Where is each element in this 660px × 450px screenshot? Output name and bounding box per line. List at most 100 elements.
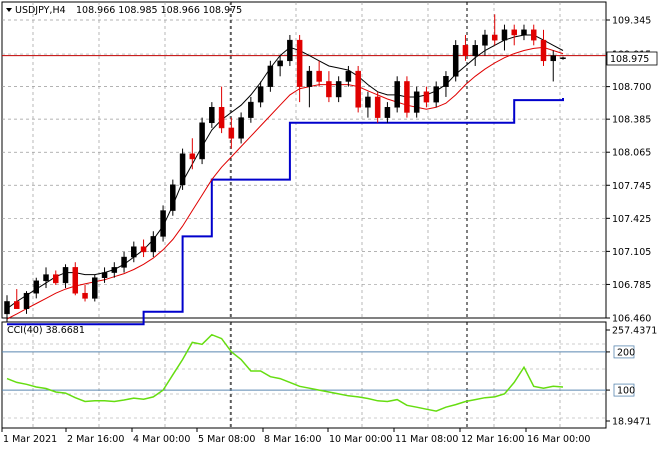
- candle: [189, 138, 196, 170]
- candle: [238, 112, 244, 144]
- cci-panel-frame: [1, 321, 607, 429]
- candle: [257, 81, 264, 108]
- candle: [491, 14, 498, 46]
- time-tick-label: 5 Mar 08:00: [198, 434, 255, 445]
- time-tick-label: 16 Mar 00:00: [527, 434, 590, 445]
- last-price-label: 108.975: [610, 54, 649, 65]
- time-tick-label: 1 Mar 2021: [3, 434, 57, 445]
- price-tick-label: 108.065: [612, 148, 651, 159]
- candle: [277, 55, 283, 77]
- time-tick-label: 4 Mar 00:00: [133, 434, 190, 445]
- candle: [140, 239, 147, 258]
- candle: [14, 289, 20, 309]
- candle: [316, 60, 322, 87]
- session-separators: [2, 2, 606, 428]
- candle: [511, 24, 517, 46]
- cci-line: [6, 333, 564, 412]
- candle: [228, 117, 235, 149]
- cci-tick-label: 257.4371: [612, 326, 657, 337]
- cci-tick-label: 18.9471: [612, 417, 651, 428]
- candle: [335, 76, 342, 103]
- candle: [287, 34, 293, 66]
- last-price-tag: 108.975: [606, 51, 658, 66]
- time-tick-label: 8 Mar 16:00: [264, 434, 321, 445]
- candle: [423, 86, 430, 108]
- candle: [209, 102, 215, 128]
- candle: [150, 231, 157, 258]
- candles: [4, 14, 566, 323]
- candle: [550, 50, 556, 82]
- candle: [121, 251, 127, 273]
- candle: [101, 267, 108, 283]
- candle: [452, 40, 459, 82]
- candle: [179, 148, 186, 190]
- candle: [267, 60, 274, 92]
- candle: [404, 76, 410, 118]
- candle: [92, 274, 98, 302]
- candle: [306, 65, 313, 108]
- time-tick-label: 10 Mar 00:00: [329, 434, 392, 445]
- candle: [326, 71, 332, 103]
- price-tick-label: 106.785: [612, 280, 651, 291]
- triangle-down-icon: [6, 8, 12, 12]
- price-tick-label: 107.105: [612, 247, 651, 258]
- price-tick-label: 107.745: [612, 181, 651, 192]
- slow-ma-line: [6, 46, 564, 320]
- candle: [111, 262, 118, 278]
- candle: [560, 56, 566, 60]
- candle: [345, 65, 352, 87]
- price-tick-label: 108.700: [612, 82, 651, 93]
- ohlc-label: 108.966 108.985 108.966 108.975: [76, 5, 242, 16]
- candle: [365, 91, 371, 118]
- candle: [4, 295, 10, 323]
- price-tick-label: 108.385: [612, 115, 651, 126]
- candle: [472, 40, 478, 66]
- time-tick-label: 2 Mar 16:00: [67, 434, 124, 445]
- candle: [433, 81, 439, 108]
- candle: [482, 29, 488, 56]
- fast-ma-line: [6, 34, 564, 310]
- candle: [521, 24, 527, 41]
- candle: [462, 34, 469, 61]
- cci-grid: [2, 322, 606, 428]
- candle: [218, 86, 225, 134]
- cci-axis: 257.4371 200 100 18.9471: [606, 326, 657, 428]
- candle: [443, 71, 449, 97]
- candle: [43, 267, 49, 289]
- candle: [62, 264, 69, 289]
- candle: [53, 270, 59, 285]
- candle: [501, 24, 508, 51]
- candle: [530, 24, 537, 46]
- price-tick-label: 106.460: [612, 314, 651, 325]
- candle: [296, 34, 303, 103]
- cci-tick-label: 200: [617, 347, 635, 358]
- time-tick-label: 12 Mar 16:00: [461, 434, 524, 445]
- cci-series: [2, 333, 606, 412]
- candle: [540, 29, 547, 66]
- candle: [131, 241, 137, 263]
- candle: [374, 91, 381, 123]
- symbol-label: USDJPY,H4: [15, 5, 66, 16]
- candle: [413, 86, 420, 118]
- candle: [199, 117, 205, 165]
- price-tick-label: 107.425: [612, 214, 651, 225]
- time-axis: 1 Mar 2021 2 Mar 16:00 4 Mar 00:00 5 Mar 08…: [1, 428, 590, 445]
- candle: [248, 96, 254, 123]
- moving-averages: [6, 34, 564, 320]
- candle: [33, 277, 40, 299]
- cci-tick-label: 100: [617, 386, 635, 397]
- candle: [160, 205, 166, 242]
- price-panel-frame: [1, 1, 607, 319]
- candle: [384, 102, 391, 123]
- cci-label: CCI(40) 38.6681: [7, 325, 85, 336]
- candle: [72, 262, 79, 296]
- price-grid: [2, 2, 606, 318]
- candle: [23, 291, 30, 314]
- candle: [82, 284, 88, 302]
- candle: [394, 76, 400, 113]
- price-tick-label: 109.345: [612, 16, 651, 27]
- time-tick-label: 11 Mar 08:00: [395, 434, 458, 445]
- candle: [170, 179, 176, 216]
- candle: [355, 65, 361, 113]
